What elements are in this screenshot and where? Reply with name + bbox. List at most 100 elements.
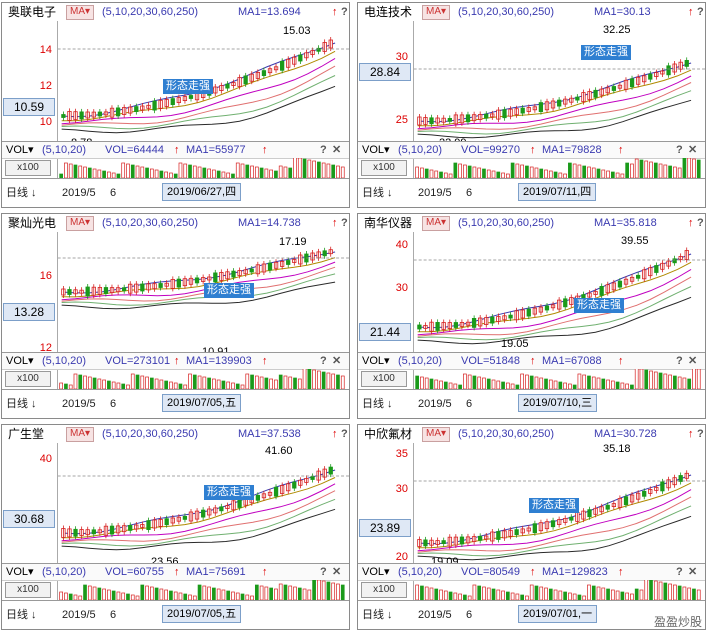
date-start-label: 2019/5 bbox=[62, 187, 96, 199]
volume-chart[interactable] bbox=[358, 369, 705, 389]
volume-bar bbox=[534, 167, 539, 178]
ma-line bbox=[61, 50, 336, 122]
stock-name[interactable]: 广生堂 bbox=[8, 427, 45, 441]
ma-line bbox=[417, 276, 692, 337]
vol-dropdown[interactable]: VOL▾ bbox=[6, 355, 34, 367]
cursor-date-box: 2019/07/01,一 bbox=[518, 605, 598, 623]
stock-panel-1[interactable]: 奥联电子 MA▾ (5,10,20,30,60,250) MA1=13.694 … bbox=[1, 2, 350, 208]
stock-name[interactable]: 中欣氟材 bbox=[364, 427, 413, 441]
vol-help-icon[interactable]: ? bbox=[676, 566, 683, 578]
help-icon[interactable]: ? bbox=[697, 6, 704, 18]
vol-help-icon[interactable]: ? bbox=[676, 144, 683, 156]
period-selector[interactable]: 日线 ↓ bbox=[6, 187, 37, 199]
vol-dropdown[interactable]: VOL▾ bbox=[6, 144, 34, 156]
volume-bar bbox=[639, 589, 644, 600]
ma-params-text: (5,10,20,30,60,250) bbox=[102, 428, 199, 440]
ma-line bbox=[417, 286, 692, 341]
stock-panel-5[interactable]: 广生堂 MA▾ (5,10,20,30,60,250) MA1=37.538 ↑… bbox=[1, 424, 350, 630]
kline-chart[interactable]: 161412 bbox=[2, 232, 349, 352]
volume-bar bbox=[548, 379, 553, 389]
vol-close-icon[interactable]: ✕ bbox=[332, 144, 342, 156]
help-icon[interactable]: ? bbox=[341, 217, 348, 229]
period-selector[interactable]: 日线 ↓ bbox=[6, 609, 37, 621]
volume-bar bbox=[130, 594, 135, 600]
volume-bar bbox=[553, 589, 558, 600]
volume-bar bbox=[107, 589, 111, 600]
panel-header: 奥联电子 MA▾ (5,10,20,30,60,250) MA1=13.694 … bbox=[2, 3, 349, 21]
volume-bar bbox=[625, 592, 629, 600]
vol-close-icon[interactable]: ✕ bbox=[688, 144, 698, 156]
volume-bar bbox=[696, 369, 701, 389]
ma-dropdown[interactable]: MA▾ bbox=[422, 216, 451, 231]
volume-bar bbox=[577, 373, 582, 389]
volume-bar bbox=[520, 164, 524, 178]
volume-bar bbox=[534, 376, 539, 389]
period-selector[interactable]: 日线 ↓ bbox=[362, 398, 393, 410]
vol-dropdown[interactable]: VOL▾ bbox=[362, 566, 390, 578]
period-selector[interactable]: 日线 ↓ bbox=[362, 187, 393, 199]
kline-chart[interactable]: 40 bbox=[2, 443, 349, 563]
vol-params: (5,10,20) bbox=[42, 355, 87, 367]
volume-bar bbox=[439, 171, 443, 178]
kline-chart[interactable]: 30 25 bbox=[358, 21, 705, 141]
vol-dropdown[interactable]: VOL▾ bbox=[362, 355, 390, 367]
kline-chart[interactable]: 35302520 bbox=[358, 443, 705, 563]
vol-close-icon[interactable]: ✕ bbox=[688, 355, 698, 367]
help-icon[interactable]: ? bbox=[341, 6, 348, 18]
volume-bar bbox=[620, 173, 625, 178]
help-icon[interactable]: ? bbox=[341, 428, 348, 440]
volume-chart[interactable] bbox=[358, 158, 705, 178]
period-selector[interactable]: 日线 ↓ bbox=[362, 609, 393, 621]
vol-help-icon[interactable]: ? bbox=[320, 566, 327, 578]
stock-name[interactable]: 南华仪器 bbox=[364, 216, 413, 230]
ma-dropdown[interactable]: MA▾ bbox=[422, 5, 451, 20]
ma-dropdown[interactable]: MA▾ bbox=[66, 5, 95, 20]
vol-help-icon[interactable]: ? bbox=[676, 355, 683, 367]
ma-dropdown[interactable]: MA▾ bbox=[66, 216, 95, 231]
volume-bar bbox=[149, 168, 154, 178]
vol-help-icon[interactable]: ? bbox=[320, 144, 327, 156]
period-selector[interactable]: 日线 ↓ bbox=[6, 398, 37, 410]
kline-chart[interactable]: 403020 bbox=[358, 232, 705, 352]
volume-bar bbox=[107, 380, 111, 389]
vol-dropdown[interactable]: VOL▾ bbox=[362, 144, 390, 156]
vol-close-icon[interactable]: ✕ bbox=[332, 566, 342, 578]
ma-dropdown[interactable]: MA▾ bbox=[422, 427, 451, 442]
ma-dropdown[interactable]: MA▾ bbox=[66, 427, 95, 442]
volume-bar bbox=[415, 166, 419, 178]
volume-bar bbox=[606, 170, 610, 178]
stock-panel-6[interactable]: 中欣氟材 MA▾ (5,10,20,30,60,250) MA1=30.728 … bbox=[357, 424, 706, 630]
vol-up-arrow-icon: ↑ bbox=[174, 355, 180, 367]
vol-close-icon[interactable]: ✕ bbox=[688, 566, 698, 578]
vol-ma1-value: MA1=67088 bbox=[542, 355, 602, 367]
help-icon[interactable]: ? bbox=[697, 428, 704, 440]
y-tick-label: 30 bbox=[396, 51, 408, 63]
vol-close-icon[interactable]: ✕ bbox=[332, 355, 342, 367]
volume-bar bbox=[558, 590, 563, 600]
volume-chart[interactable] bbox=[2, 580, 349, 600]
volume-bar bbox=[682, 586, 687, 600]
volume-chart[interactable] bbox=[358, 580, 705, 600]
stock-name[interactable]: 奥联电子 bbox=[8, 5, 57, 19]
peak-price-label: 41.60 bbox=[265, 445, 293, 457]
stock-panel-3[interactable]: 聚灿光电 MA▾ (5,10,20,30,60,250) MA1=14.738 … bbox=[1, 213, 350, 419]
vol-dropdown[interactable]: VOL▾ bbox=[6, 566, 34, 578]
vol-help-icon[interactable]: ? bbox=[320, 355, 327, 367]
vol-ma1-value: MA1=55977 bbox=[186, 144, 246, 156]
volume-bar bbox=[644, 580, 649, 600]
volume-scale-box: x100 bbox=[5, 160, 51, 176]
volume-bar bbox=[274, 588, 278, 600]
volume-bar bbox=[515, 384, 520, 389]
stock-name[interactable]: 电连技术 bbox=[364, 5, 413, 19]
volume-chart[interactable] bbox=[2, 369, 349, 389]
stock-panel-2[interactable]: 电连技术 MA▾ (5,10,20,30,60,250) MA1=30.13 ↑… bbox=[357, 2, 706, 208]
stock-name[interactable]: 聚灿光电 bbox=[8, 216, 57, 230]
volume-bar bbox=[278, 583, 283, 600]
volume-bar bbox=[653, 371, 658, 389]
volume-bar bbox=[269, 378, 273, 389]
volume-bar bbox=[283, 166, 288, 178]
stock-panel-4[interactable]: 南华仪器 MA▾ (5,10,20,30,60,250) MA1=35.818 … bbox=[357, 213, 706, 419]
help-icon[interactable]: ? bbox=[697, 217, 704, 229]
volume-bar bbox=[587, 166, 591, 178]
volume-chart[interactable] bbox=[2, 158, 349, 178]
